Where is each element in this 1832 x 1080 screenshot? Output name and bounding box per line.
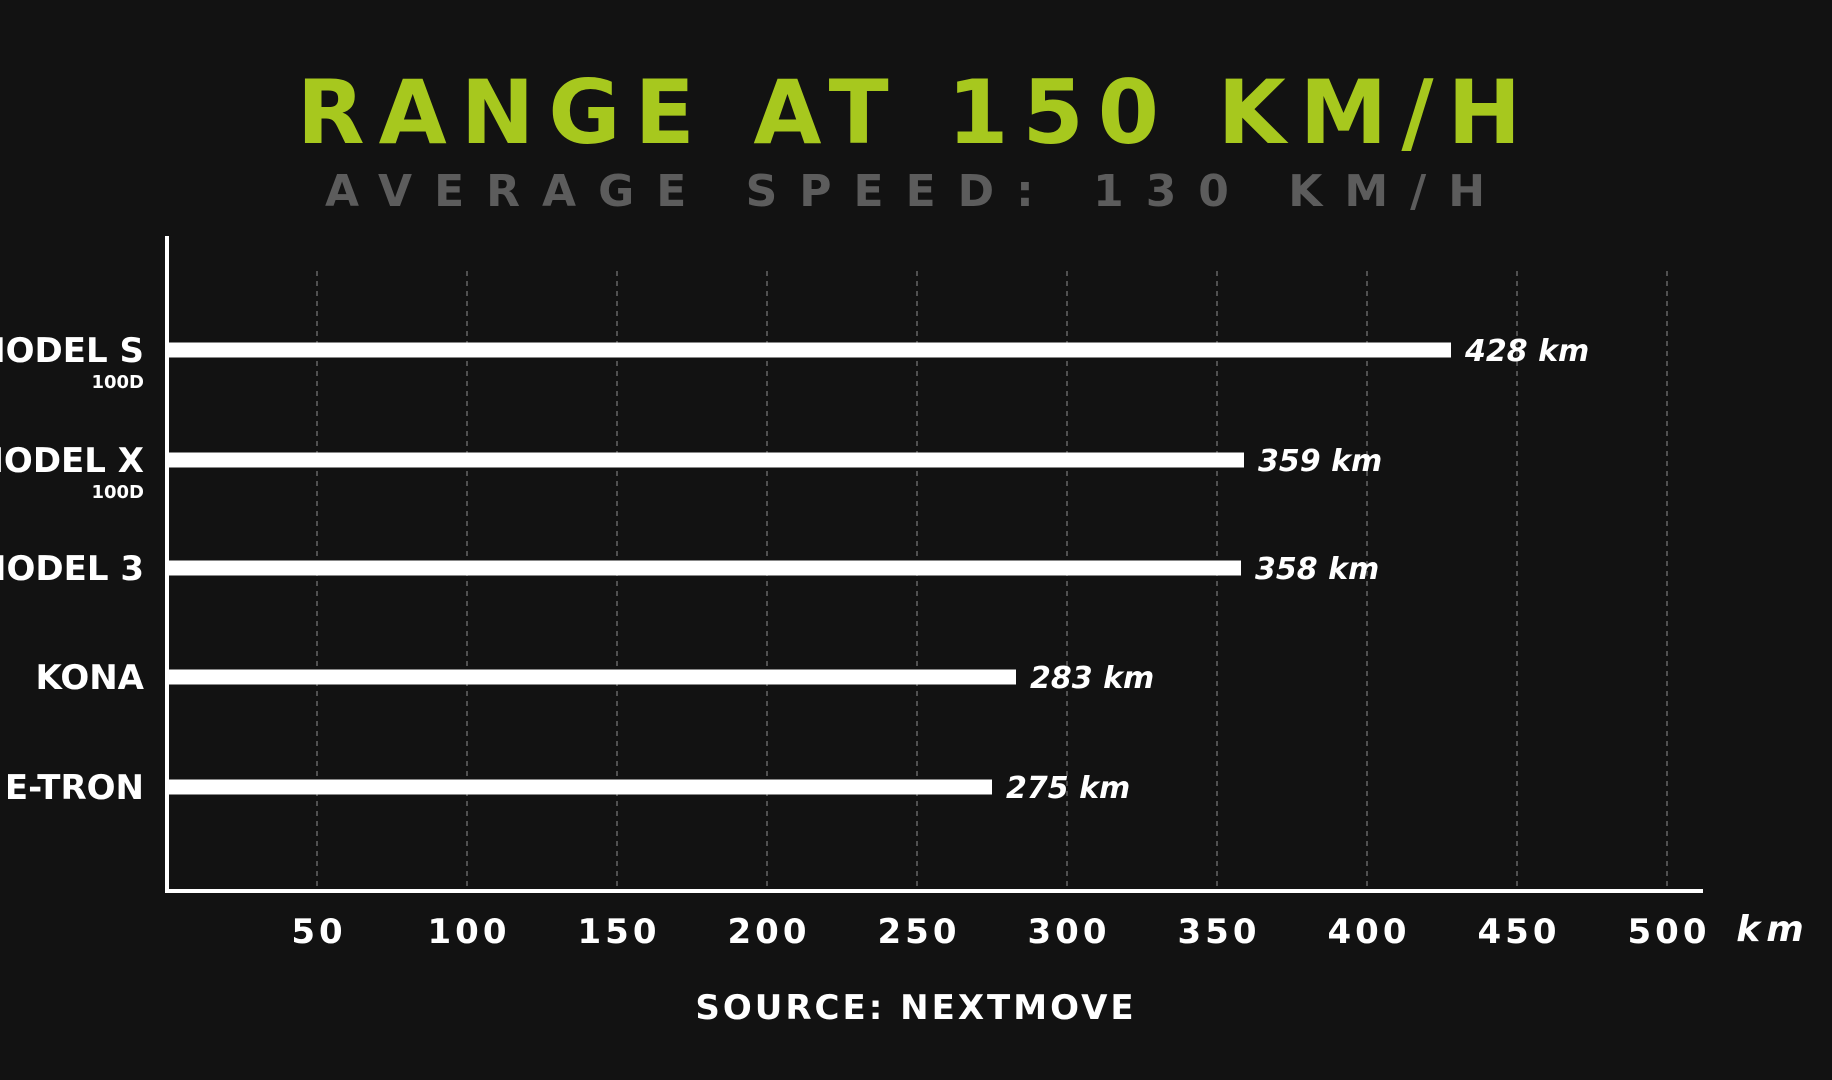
bar-value-label: 275 km [1006,771,1130,806]
chart-source: SOURCE: NEXTMOVE [695,988,1136,1028]
axis-layer [165,236,1703,893]
x-tick-label: 100 [428,912,511,952]
x-tick-label: 500 [1628,912,1711,952]
tick-labels-layer: 50 100 150 200 250 300 350 400 450 500 [291,912,1711,952]
x-tick-label: 50 [291,912,346,952]
bar-value-label: 359 km [1258,444,1382,479]
chart-subtitle: AVERAGE SPEED: 130 KM/H [325,166,1507,217]
bars-layer: 428 km 359 km 358 km 283 km 275 km [167,334,1589,806]
category-label: MODEL X [0,441,144,481]
x-tick-label: 300 [1028,912,1111,952]
bar-value-label: 283 km [1030,661,1154,696]
bar [167,452,1244,468]
x-tick-label: 200 [728,912,811,952]
x-tick-label: 250 [878,912,961,952]
x-axis-unit-label: km [1736,909,1809,950]
x-tick-label: 400 [1328,912,1411,952]
x-tick-label: 450 [1478,912,1561,952]
chart-title: RANGE AT 150 KM/H [297,61,1535,164]
category-label: MODEL S [0,331,144,371]
category-label: KONA [36,658,145,698]
bar [167,560,1241,576]
bar [167,779,992,795]
category-label: MODEL 3 [0,549,144,589]
x-tick-label: 350 [1178,912,1261,952]
bar-value-label: 358 km [1255,552,1379,587]
bar [167,342,1451,358]
bar-value-label: 428 km [1464,334,1589,369]
category-label: E-TRON [5,768,144,808]
category-sublabel: 100D [91,482,144,503]
bar [167,669,1016,685]
x-tick-label: 150 [578,912,661,952]
category-sublabel: 100D [91,372,144,393]
